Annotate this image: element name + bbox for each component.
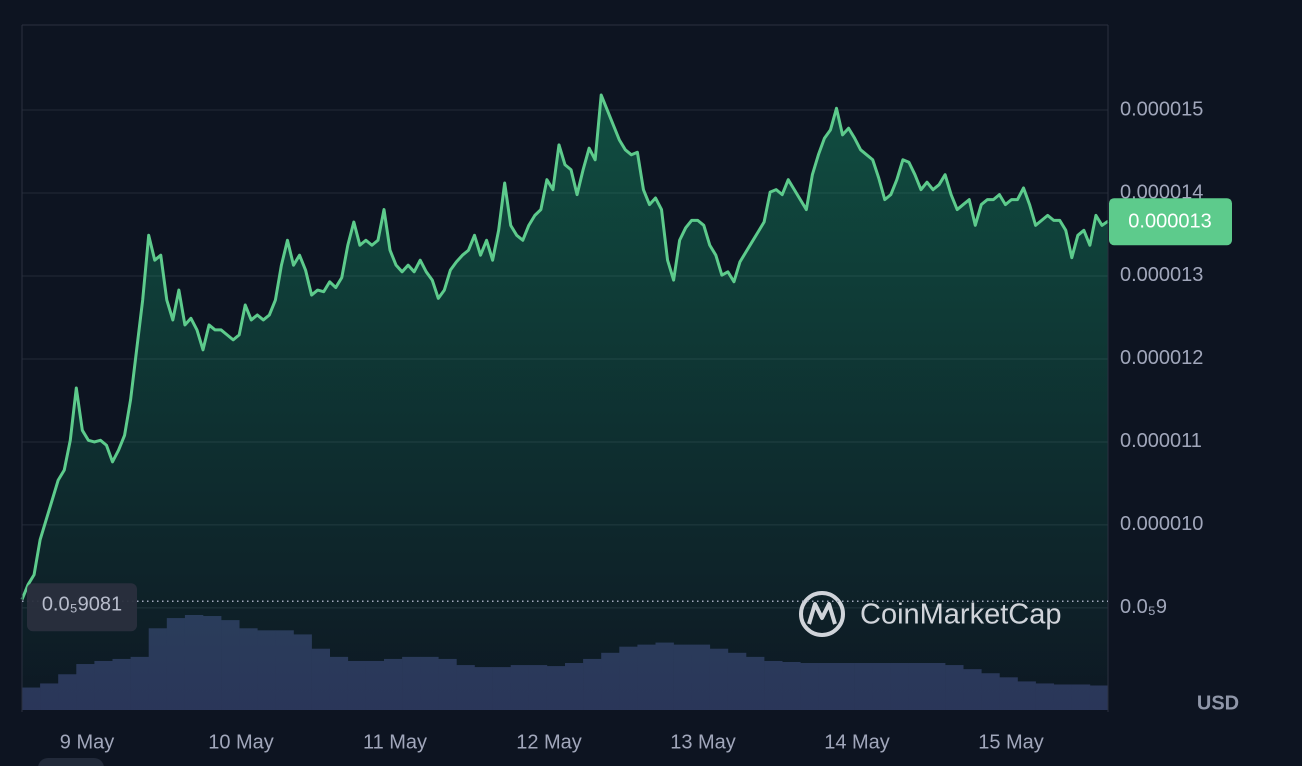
y-tick-label: 0.000012: [1120, 347, 1203, 369]
area-fill: [22, 95, 1108, 711]
watermark-text: CoinMarketCap: [860, 599, 1061, 631]
baseline-box: [27, 583, 137, 632]
x-tick-label: 12 May: [516, 731, 582, 753]
y-tick-label: 0.000015: [1120, 98, 1203, 120]
logo-ring: [799, 591, 845, 637]
price-badge: [1109, 198, 1232, 246]
x-tick-label: 11 May: [363, 731, 427, 753]
y-tick-label: 0.000014: [1120, 181, 1203, 203]
watermark: CoinMarketCap: [799, 591, 1061, 637]
x-tick-label: 14 May: [824, 731, 890, 753]
logo-mark: [807, 602, 837, 625]
y-tick-label: 0.0₅9: [1120, 596, 1167, 618]
y-tick-label: 0.000011: [1120, 430, 1202, 452]
y-tick-label: 0.000010: [1120, 513, 1203, 535]
x-tick-label: 13 May: [670, 731, 736, 753]
price-line: [20, 93, 1109, 601]
plot: [20, 93, 1109, 711]
price-badge-label: 0.000013: [1128, 210, 1211, 232]
y-tick-label: 0.000013: [1120, 264, 1203, 286]
x-tick-label: 9 May: [60, 731, 114, 753]
bottom-control[interactable]: [38, 758, 104, 766]
x-tick-label: 15 May: [978, 731, 1044, 753]
x-tick-label: 10 May: [208, 731, 274, 753]
currency-label: USD: [1197, 692, 1239, 714]
baseline-label: 0.0₅9081: [42, 593, 122, 615]
